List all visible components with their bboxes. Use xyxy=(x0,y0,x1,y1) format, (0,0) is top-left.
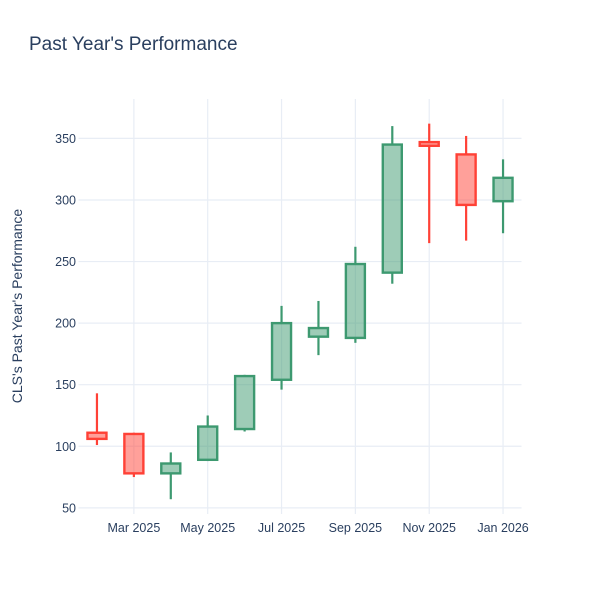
candle-body xyxy=(381,143,403,274)
candle-jul-2025[interactable] xyxy=(270,305,293,390)
candle-body xyxy=(86,431,108,441)
candle-mar-2025[interactable] xyxy=(123,432,145,478)
candle-aug-2025[interactable] xyxy=(307,300,330,356)
candle-body xyxy=(233,374,256,431)
candle-apr-2025[interactable] xyxy=(160,452,182,500)
x-tick-mar-2025: Mar 2025 xyxy=(107,521,160,535)
candle-body xyxy=(344,262,367,340)
candle-jun-2025[interactable] xyxy=(233,374,256,432)
y-tick-250: 250 xyxy=(55,255,76,269)
x-tick-may-2025: May 2025 xyxy=(180,521,235,535)
candle-nov-2025[interactable] xyxy=(418,123,440,244)
candle-body xyxy=(307,326,330,338)
candle-body xyxy=(455,153,477,207)
y-tick-150: 150 xyxy=(55,378,76,392)
y-tick-300: 300 xyxy=(55,193,76,207)
candlestick-series xyxy=(86,123,514,500)
candle-oct-2025[interactable] xyxy=(381,126,403,284)
chart-title: Past Year's Performance xyxy=(29,34,238,55)
x-tick-sep-2025: Sep 2025 xyxy=(329,521,383,535)
candle-body xyxy=(160,462,182,475)
y-tick-200: 200 xyxy=(55,317,76,331)
x-tick-jul-2025: Jul 2025 xyxy=(258,521,305,535)
x-tick-nov-2025: Nov 2025 xyxy=(402,521,456,535)
y-tick-50: 50 xyxy=(62,501,76,515)
candle-body xyxy=(492,176,514,203)
candle-dec-2025[interactable] xyxy=(455,135,477,241)
candle-body xyxy=(418,140,440,147)
candle-body xyxy=(270,321,293,381)
y-axis-tick-labels: 50 100 150 200 250 300 350 xyxy=(55,132,76,515)
candle-sep-2025[interactable] xyxy=(344,246,367,343)
x-tick-jan-2026: Jan 2026 xyxy=(477,521,528,535)
candle-jan-2026[interactable] xyxy=(492,159,514,234)
y-tick-350: 350 xyxy=(55,132,76,146)
candle-feb-2025[interactable] xyxy=(86,393,108,446)
candle-body xyxy=(197,425,219,462)
y-axis-title: CLS's Past Year's Performance xyxy=(9,209,25,404)
x-axis-tick-labels: Mar 2025 May 2025 Jul 2025 Sep 2025 Nov 2025… xyxy=(107,521,528,535)
plot-area[interactable] xyxy=(79,99,522,514)
candle-body xyxy=(123,432,145,475)
y-tick-100: 100 xyxy=(55,440,76,454)
candle-may-2025[interactable] xyxy=(197,415,219,462)
